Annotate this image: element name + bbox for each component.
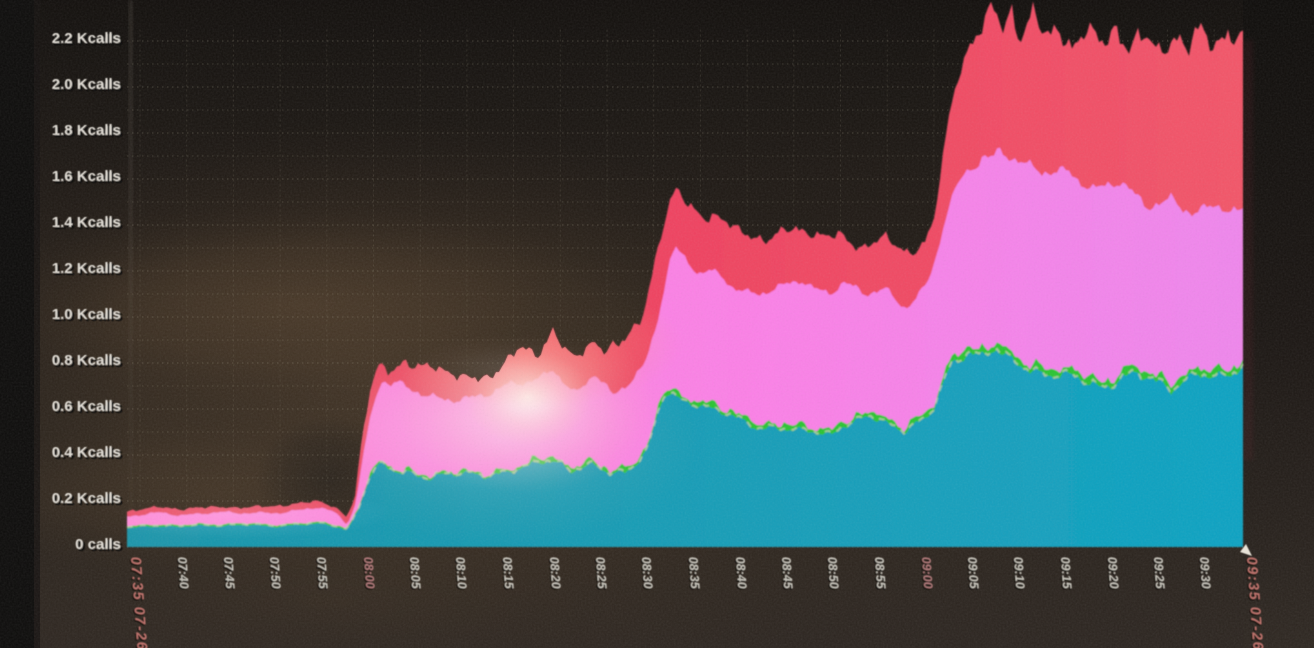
- svg-text:08:50: 08:50: [824, 558, 840, 591]
- svg-text:08:30: 08:30: [639, 556, 655, 589]
- svg-text:09:10: 09:10: [1011, 556, 1027, 589]
- svg-text:09:35 07-26: 09:35 07-26: [1242, 557, 1265, 648]
- svg-text:09:25: 09:25: [1150, 558, 1166, 592]
- svg-text:09:15: 09:15: [1058, 556, 1074, 590]
- svg-text:08:35: 08:35: [685, 558, 701, 592]
- svg-text:07:50: 07:50: [266, 558, 282, 591]
- svg-text:07:45: 07:45: [221, 556, 237, 590]
- svg-text:09:15: 09:15: [1057, 558, 1073, 592]
- svg-text:07:55: 07:55: [313, 558, 329, 592]
- svg-text:08:25: 08:25: [593, 556, 609, 590]
- svg-text:09:00: 09:00: [918, 558, 934, 591]
- svg-text:09:30: 09:30: [1197, 556, 1213, 589]
- svg-text:08:10: 08:10: [452, 558, 468, 591]
- svg-text:08:30: 08:30: [638, 558, 654, 591]
- svg-text:09:05: 09:05: [965, 556, 981, 590]
- svg-text:09:30: 09:30: [1196, 558, 1212, 591]
- svg-text:08:40: 08:40: [732, 558, 748, 591]
- svg-text:0.6 Kcalls: 0.6 Kcalls: [52, 398, 121, 415]
- svg-text:07:35 07-26: 07:35 07-26: [127, 556, 150, 648]
- svg-text:1.4 Kcalls: 1.4 Kcalls: [54, 216, 123, 233]
- svg-text:08:45: 08:45: [778, 558, 794, 592]
- svg-text:1.0 Kcalls: 1.0 Kcalls: [54, 308, 123, 325]
- svg-text:0 calls: 0 calls: [75, 536, 121, 553]
- svg-text:08:05: 08:05: [407, 556, 423, 590]
- svg-text:07:45: 07:45: [220, 558, 236, 592]
- svg-text:0.6 Kcalls: 0.6 Kcalls: [54, 400, 123, 417]
- svg-text:08:25: 08:25: [592, 558, 608, 592]
- svg-text:08:35: 08:35: [686, 556, 702, 590]
- svg-text:08:20: 08:20: [547, 556, 563, 589]
- svg-text:2.2 Kcalls: 2.2 Kcalls: [52, 30, 121, 47]
- svg-text:08:55: 08:55: [872, 556, 888, 590]
- svg-text:09:20: 09:20: [1104, 558, 1120, 591]
- svg-text:1.2 Kcalls: 1.2 Kcalls: [54, 262, 123, 279]
- svg-text:0.2 Kcalls: 0.2 Kcalls: [54, 492, 123, 509]
- svg-text:08:45: 08:45: [779, 556, 795, 590]
- svg-text:1.8 Kcalls: 1.8 Kcalls: [52, 122, 121, 139]
- svg-text:08:15: 08:15: [499, 558, 515, 592]
- svg-text:09:05: 09:05: [964, 558, 980, 592]
- svg-text:07:40: 07:40: [175, 556, 191, 589]
- svg-text:1.0 Kcalls: 1.0 Kcalls: [52, 306, 121, 323]
- svg-text:0.4 Kcalls: 0.4 Kcalls: [52, 444, 121, 461]
- svg-text:0.4 Kcalls: 0.4 Kcalls: [54, 446, 123, 463]
- svg-text:08:05: 08:05: [406, 558, 422, 592]
- svg-text:09:10: 09:10: [1010, 558, 1026, 591]
- svg-text:07:35 07-26: 07:35 07-26: [126, 557, 149, 648]
- svg-text:08:15: 08:15: [500, 556, 516, 590]
- svg-text:07:55: 07:55: [314, 556, 330, 590]
- svg-text:09:20: 09:20: [1105, 556, 1121, 589]
- svg-text:0.2 Kcalls: 0.2 Kcalls: [52, 490, 121, 507]
- svg-text:09:25: 09:25: [1151, 556, 1167, 590]
- svg-text:2.2 Kcalls: 2.2 Kcalls: [54, 32, 123, 49]
- svg-text:0.8 Kcalls: 0.8 Kcalls: [52, 352, 121, 369]
- svg-text:07:50: 07:50: [267, 556, 283, 589]
- svg-text:08:50: 08:50: [825, 556, 841, 589]
- svg-text:08:55: 08:55: [871, 558, 887, 592]
- svg-text:08:40: 08:40: [733, 556, 749, 589]
- svg-text:09:35 07-26: 09:35 07-26: [1243, 556, 1266, 648]
- svg-text:08:00: 08:00: [360, 558, 376, 591]
- svg-text:09:00: 09:00: [919, 556, 935, 589]
- svg-text:1.6 Kcalls: 1.6 Kcalls: [52, 168, 121, 185]
- svg-text:2.0 Kcalls: 2.0 Kcalls: [52, 76, 121, 93]
- svg-text:08:20: 08:20: [546, 558, 562, 591]
- svg-text:0 calls: 0 calls: [77, 538, 123, 555]
- svg-text:07:40: 07:40: [174, 558, 190, 591]
- svg-text:1.8 Kcalls: 1.8 Kcalls: [54, 124, 123, 141]
- svg-text:1.2 Kcalls: 1.2 Kcalls: [52, 260, 121, 277]
- svg-text:08:00: 08:00: [361, 556, 377, 589]
- svg-text:1.6 Kcalls: 1.6 Kcalls: [54, 170, 123, 187]
- svg-text:1.4 Kcalls: 1.4 Kcalls: [52, 214, 121, 231]
- svg-text:08:10: 08:10: [453, 556, 469, 589]
- svg-text:0.8 Kcalls: 0.8 Kcalls: [54, 354, 123, 371]
- svg-text:2.0 Kcalls: 2.0 Kcalls: [54, 78, 123, 95]
